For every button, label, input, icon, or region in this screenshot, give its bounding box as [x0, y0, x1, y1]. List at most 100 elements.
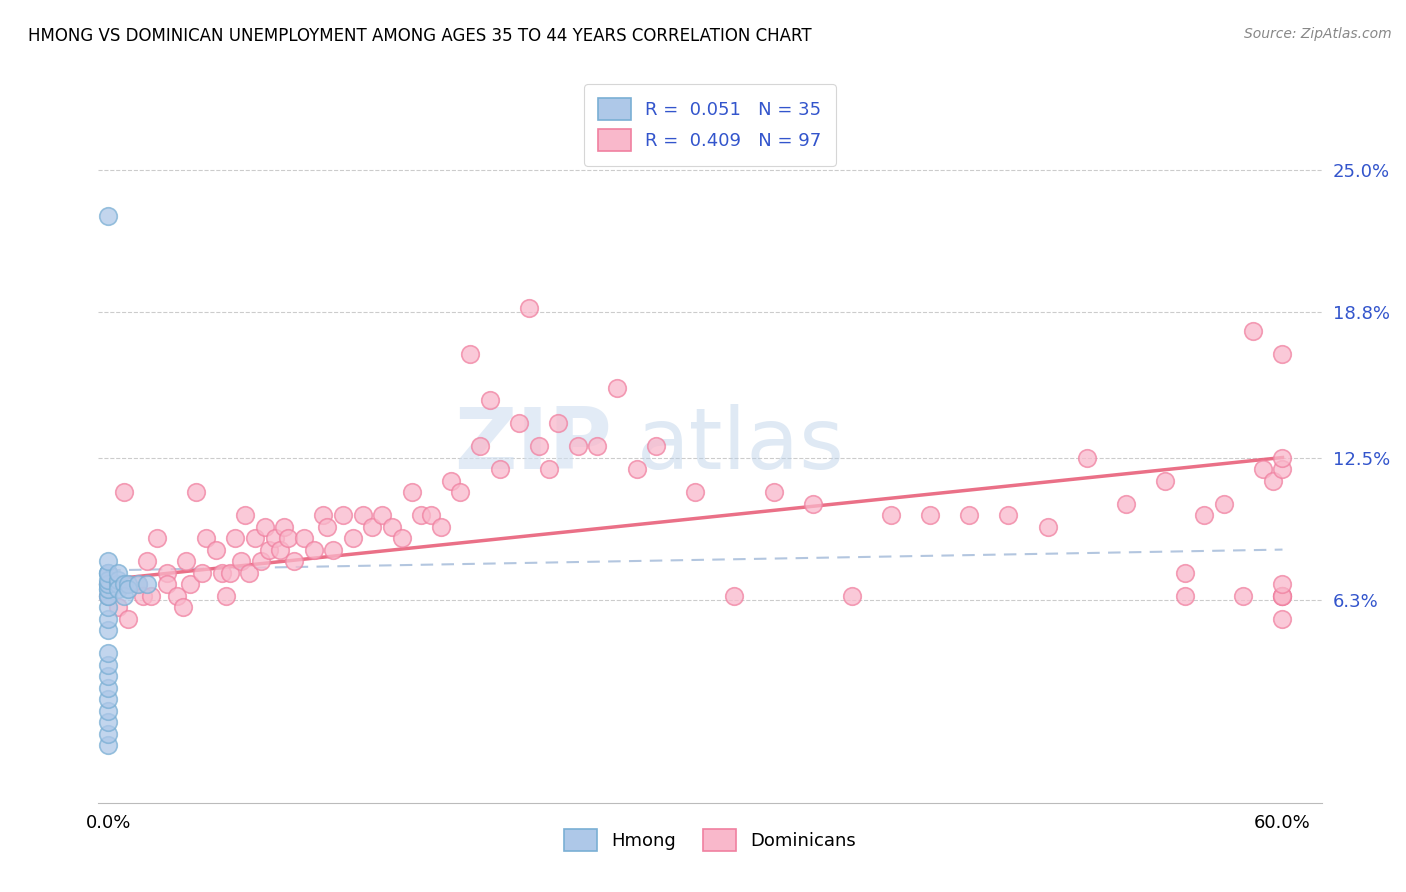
Point [136, 554, 159, 568]
Point [352, 508, 374, 522]
Point [97, 646, 120, 660]
Point [107, 577, 129, 591]
Point [371, 508, 394, 522]
Point [107, 573, 129, 587]
Point [801, 497, 824, 511]
Point [645, 439, 668, 453]
Point [1251, 462, 1274, 476]
Point [450, 485, 472, 500]
Point [97, 577, 120, 591]
Point [1036, 519, 1059, 533]
Point [146, 531, 169, 545]
Point [97, 612, 120, 626]
Point [468, 439, 491, 453]
Point [97, 600, 120, 615]
Point [195, 531, 218, 545]
Point [97, 589, 120, 603]
Point [1192, 508, 1215, 522]
Text: atlas: atlas [637, 404, 845, 488]
Point [312, 508, 335, 522]
Point [1261, 474, 1284, 488]
Point [277, 531, 299, 545]
Point [342, 531, 364, 545]
Point [107, 582, 129, 596]
Point [391, 531, 413, 545]
Point [231, 554, 253, 568]
Point [488, 462, 510, 476]
Point [214, 589, 236, 603]
Point [626, 462, 648, 476]
Point [97, 577, 120, 591]
Point [762, 485, 785, 500]
Point [97, 715, 120, 730]
Point [191, 566, 214, 580]
Point [1154, 474, 1177, 488]
Point [112, 485, 135, 500]
Point [97, 573, 120, 587]
Point [1271, 589, 1294, 603]
Point [243, 531, 266, 545]
Point [107, 600, 129, 615]
Point [127, 577, 149, 591]
Point [1271, 347, 1294, 361]
Point [233, 508, 256, 522]
Point [97, 623, 120, 637]
Point [97, 582, 120, 596]
Point [97, 577, 120, 591]
Point [238, 566, 260, 580]
Point [97, 566, 120, 580]
Point [253, 519, 276, 533]
Point [97, 681, 120, 695]
Point [97, 589, 120, 603]
Point [292, 531, 315, 545]
Point [517, 301, 540, 315]
Point [211, 566, 233, 580]
Point [1076, 450, 1098, 465]
Point [1232, 589, 1254, 603]
Point [478, 392, 501, 407]
Point [179, 577, 201, 591]
Point [606, 381, 628, 395]
Point [97, 692, 120, 706]
Point [332, 508, 354, 522]
Point [1271, 462, 1294, 476]
Point [841, 589, 863, 603]
Point [316, 519, 339, 533]
Point [283, 554, 305, 568]
Point [273, 519, 295, 533]
Point [440, 474, 463, 488]
Point [97, 577, 120, 591]
Point [186, 485, 208, 500]
Point [1271, 612, 1294, 626]
Point [527, 439, 550, 453]
Point [263, 531, 285, 545]
Point [97, 582, 120, 596]
Point [1212, 497, 1234, 511]
Point [257, 542, 280, 557]
Point [156, 577, 179, 591]
Point [172, 600, 194, 615]
Point [117, 612, 139, 626]
Point [112, 589, 135, 603]
Point [1241, 324, 1264, 338]
Point [117, 582, 139, 596]
Point [156, 566, 179, 580]
Point [97, 209, 120, 223]
Point [97, 727, 120, 741]
Text: HMONG VS DOMINICAN UNEMPLOYMENT AMONG AGES 35 TO 44 YEARS CORRELATION CHART: HMONG VS DOMINICAN UNEMPLOYMENT AMONG AG… [28, 27, 811, 45]
Point [97, 554, 120, 568]
Point [586, 439, 609, 453]
Point [136, 577, 159, 591]
Point [508, 416, 530, 430]
Point [401, 485, 423, 500]
Point [723, 589, 745, 603]
Point [97, 566, 120, 580]
Point [1271, 589, 1294, 603]
Point [1271, 577, 1294, 591]
Point [127, 577, 149, 591]
Point [957, 508, 980, 522]
Point [361, 519, 384, 533]
Point [458, 347, 481, 361]
Point [381, 519, 404, 533]
Point [218, 566, 240, 580]
